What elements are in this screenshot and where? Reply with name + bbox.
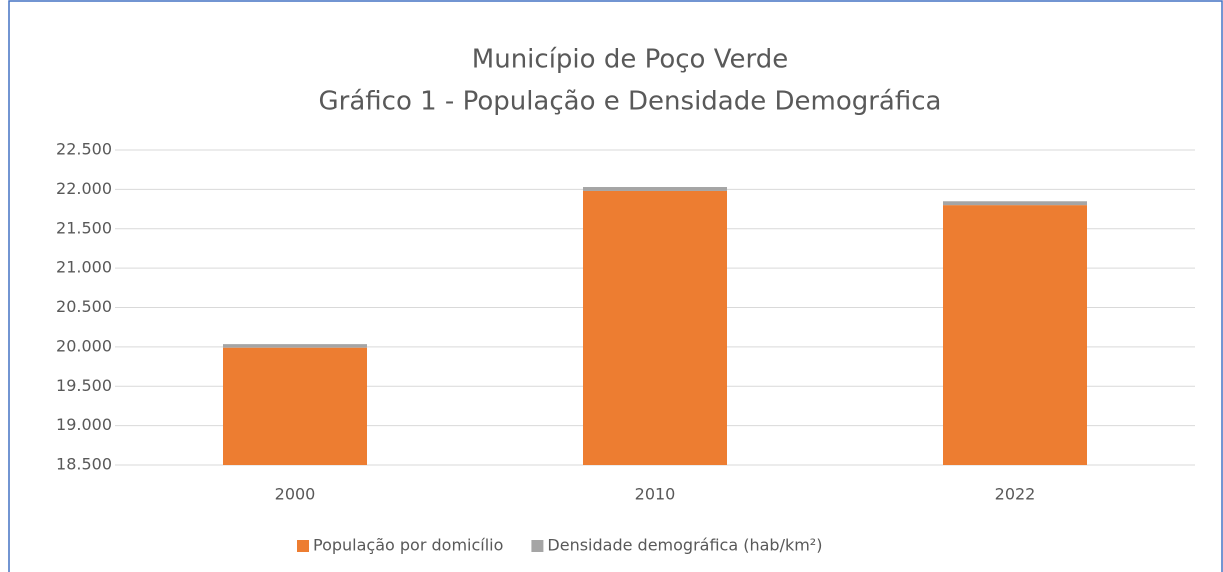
bar-segment — [223, 347, 367, 465]
chart-title: Município de Poço Verde — [472, 45, 788, 75]
bar-segment — [943, 205, 1087, 465]
bar-segment — [583, 190, 727, 465]
bar-segment — [223, 344, 367, 348]
y-tick-label: 22.500 — [56, 140, 112, 159]
legend-swatch — [531, 540, 544, 552]
y-tick-label: 21.500 — [56, 218, 112, 237]
bar-segment — [583, 187, 727, 191]
legend-label: População por domicílio — [313, 536, 503, 555]
x-tick-label: 2000 — [275, 485, 316, 504]
y-tick-label: 20.500 — [56, 297, 112, 316]
x-tick-label: 2022 — [995, 485, 1036, 504]
bar-segment — [943, 201, 1087, 206]
legend-label: Densidade demográfica (hab/km²) — [547, 536, 822, 555]
chart-subtitle: Gráfico 1 - População e Densidade Demogr… — [319, 87, 942, 117]
y-tick-label: 21.000 — [56, 258, 112, 277]
y-tick-label: 20.000 — [56, 336, 112, 355]
y-tick-label: 19.000 — [56, 415, 112, 434]
y-tick-label: 22.000 — [56, 179, 112, 198]
x-tick-label: 2010 — [635, 485, 676, 504]
y-tick-label: 18.500 — [56, 455, 112, 474]
legend-swatch — [297, 540, 309, 552]
y-tick-label: 19.500 — [56, 376, 112, 395]
